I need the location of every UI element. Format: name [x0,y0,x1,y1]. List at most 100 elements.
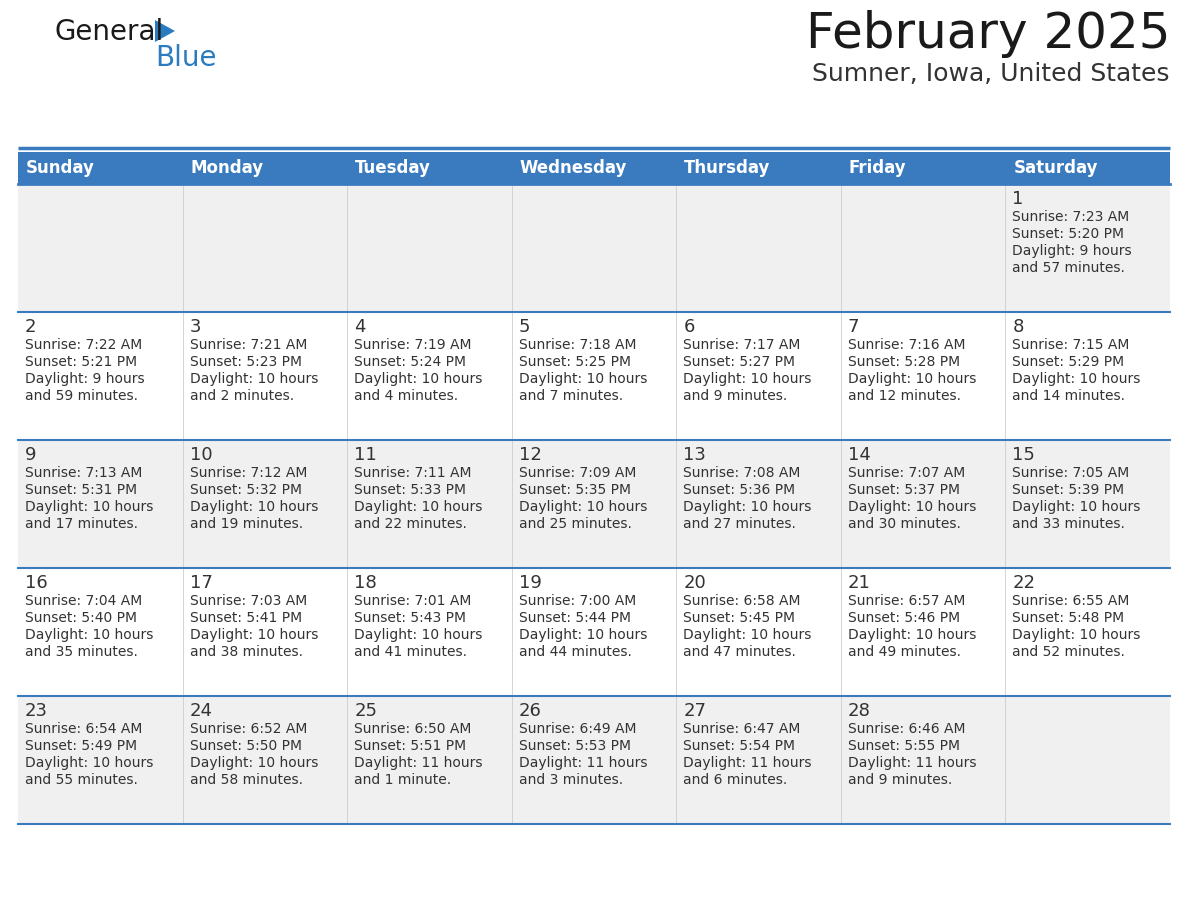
Text: Daylight: 11 hours: Daylight: 11 hours [354,756,482,770]
Text: and 22 minutes.: and 22 minutes. [354,517,467,531]
Text: Daylight: 9 hours: Daylight: 9 hours [1012,244,1132,258]
Text: Daylight: 10 hours: Daylight: 10 hours [190,628,318,642]
Text: and 58 minutes.: and 58 minutes. [190,773,303,787]
Text: and 14 minutes.: and 14 minutes. [1012,389,1125,403]
Text: Sunrise: 7:13 AM: Sunrise: 7:13 AM [25,466,143,480]
Text: Daylight: 10 hours: Daylight: 10 hours [354,372,482,386]
Text: 5: 5 [519,318,530,336]
Text: Monday: Monday [190,159,264,177]
Text: 15: 15 [1012,446,1035,464]
Text: Daylight: 11 hours: Daylight: 11 hours [683,756,811,770]
Text: 21: 21 [848,574,871,592]
Text: and 7 minutes.: and 7 minutes. [519,389,623,403]
Text: and 25 minutes.: and 25 minutes. [519,517,632,531]
Bar [18,312,1170,440]
Text: Sunset: 5:27 PM: Sunset: 5:27 PM [683,355,795,369]
Text: Sunset: 5:24 PM: Sunset: 5:24 PM [354,355,466,369]
Text: Sunrise: 6:47 AM: Sunrise: 6:47 AM [683,722,801,736]
Text: Sunset: 5:28 PM: Sunset: 5:28 PM [848,355,960,369]
Text: Sunset: 5:37 PM: Sunset: 5:37 PM [848,483,960,497]
Text: Thursday: Thursday [684,159,771,177]
Text: Daylight: 10 hours: Daylight: 10 hours [848,500,977,514]
Text: Sunset: 5:33 PM: Sunset: 5:33 PM [354,483,466,497]
Bar [18,440,1170,568]
Text: Sunset: 5:54 PM: Sunset: 5:54 PM [683,739,795,753]
Text: 25: 25 [354,702,377,720]
Text: Sunrise: 7:01 AM: Sunrise: 7:01 AM [354,594,472,608]
Text: Sunset: 5:55 PM: Sunset: 5:55 PM [848,739,960,753]
Text: and 38 minutes.: and 38 minutes. [190,645,303,659]
Text: Sunset: 5:44 PM: Sunset: 5:44 PM [519,611,631,625]
Text: 12: 12 [519,446,542,464]
Text: Daylight: 10 hours: Daylight: 10 hours [519,628,647,642]
Text: Friday: Friday [849,159,906,177]
Text: 3: 3 [190,318,201,336]
Text: and 59 minutes.: and 59 minutes. [25,389,138,403]
Text: Sunrise: 6:57 AM: Sunrise: 6:57 AM [848,594,965,608]
Text: and 19 minutes.: and 19 minutes. [190,517,303,531]
Text: 19: 19 [519,574,542,592]
Text: Sunset: 5:31 PM: Sunset: 5:31 PM [25,483,137,497]
Text: and 49 minutes.: and 49 minutes. [848,645,961,659]
Text: Sunset: 5:21 PM: Sunset: 5:21 PM [25,355,137,369]
Text: 20: 20 [683,574,706,592]
Text: Sunrise: 6:54 AM: Sunrise: 6:54 AM [25,722,143,736]
Text: and 6 minutes.: and 6 minutes. [683,773,788,787]
Text: 13: 13 [683,446,706,464]
Text: Sunset: 5:46 PM: Sunset: 5:46 PM [848,611,960,625]
Text: and 2 minutes.: and 2 minutes. [190,389,293,403]
Text: Sunrise: 7:17 AM: Sunrise: 7:17 AM [683,338,801,352]
Text: Sunset: 5:35 PM: Sunset: 5:35 PM [519,483,631,497]
Text: Daylight: 10 hours: Daylight: 10 hours [519,372,647,386]
Text: 7: 7 [848,318,859,336]
Text: and 4 minutes.: and 4 minutes. [354,389,459,403]
Text: and 9 minutes.: and 9 minutes. [848,773,952,787]
Text: Sunset: 5:32 PM: Sunset: 5:32 PM [190,483,302,497]
Text: 8: 8 [1012,318,1024,336]
Text: Sunset: 5:49 PM: Sunset: 5:49 PM [25,739,137,753]
Text: Sunrise: 7:03 AM: Sunrise: 7:03 AM [190,594,307,608]
Text: Sunset: 5:40 PM: Sunset: 5:40 PM [25,611,137,625]
Text: Sunset: 5:20 PM: Sunset: 5:20 PM [1012,227,1124,241]
Text: General: General [55,18,164,46]
Text: and 17 minutes.: and 17 minutes. [25,517,138,531]
Text: and 41 minutes.: and 41 minutes. [354,645,467,659]
Text: Sunset: 5:25 PM: Sunset: 5:25 PM [519,355,631,369]
Text: Daylight: 10 hours: Daylight: 10 hours [25,756,153,770]
Text: 23: 23 [25,702,48,720]
Text: 27: 27 [683,702,707,720]
Text: 9: 9 [25,446,37,464]
Text: 22: 22 [1012,574,1036,592]
Text: and 57 minutes.: and 57 minutes. [1012,261,1125,275]
Text: 26: 26 [519,702,542,720]
Text: and 55 minutes.: and 55 minutes. [25,773,138,787]
Text: Daylight: 10 hours: Daylight: 10 hours [190,500,318,514]
Text: 24: 24 [190,702,213,720]
Polygon shape [154,20,175,42]
Text: Sunset: 5:50 PM: Sunset: 5:50 PM [190,739,302,753]
Text: Sunrise: 6:46 AM: Sunrise: 6:46 AM [848,722,966,736]
Bar [18,568,1170,696]
Text: 6: 6 [683,318,695,336]
Text: Daylight: 10 hours: Daylight: 10 hours [25,500,153,514]
Text: Daylight: 10 hours: Daylight: 10 hours [683,372,811,386]
Text: Daylight: 10 hours: Daylight: 10 hours [848,628,977,642]
Text: and 33 minutes.: and 33 minutes. [1012,517,1125,531]
Text: Sunset: 5:53 PM: Sunset: 5:53 PM [519,739,631,753]
Text: Daylight: 10 hours: Daylight: 10 hours [683,500,811,514]
Text: Sunset: 5:41 PM: Sunset: 5:41 PM [190,611,302,625]
Text: Sunrise: 7:12 AM: Sunrise: 7:12 AM [190,466,307,480]
Text: 1: 1 [1012,190,1024,208]
Text: February 2025: February 2025 [805,10,1170,58]
Text: Sunrise: 7:22 AM: Sunrise: 7:22 AM [25,338,143,352]
Text: Daylight: 11 hours: Daylight: 11 hours [848,756,977,770]
Text: and 1 minute.: and 1 minute. [354,773,451,787]
Text: Daylight: 10 hours: Daylight: 10 hours [1012,500,1140,514]
Text: 4: 4 [354,318,366,336]
Text: Sunset: 5:43 PM: Sunset: 5:43 PM [354,611,466,625]
Text: Daylight: 10 hours: Daylight: 10 hours [190,756,318,770]
Text: and 12 minutes.: and 12 minutes. [848,389,961,403]
Text: Sunset: 5:23 PM: Sunset: 5:23 PM [190,355,302,369]
Text: Sunrise: 7:19 AM: Sunrise: 7:19 AM [354,338,472,352]
Text: Daylight: 10 hours: Daylight: 10 hours [190,372,318,386]
